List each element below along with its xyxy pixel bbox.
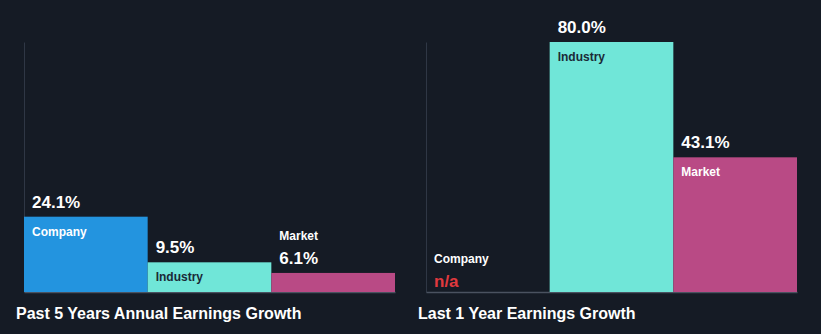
labels: 24.1% Company 9.5% Industry 6.1% Market xyxy=(32,193,318,285)
panel: n/a Company 80.0% Industry 43.1% Market xyxy=(427,18,798,293)
data-label: 43.1% xyxy=(681,133,729,152)
category-label: Company xyxy=(434,252,489,266)
bars xyxy=(24,217,395,292)
category-label: Market xyxy=(279,229,318,243)
y-axis xyxy=(426,43,427,293)
data-label: 6.1% xyxy=(279,249,318,268)
labels: n/a Company 80.0% Industry 43.1% Market xyxy=(434,18,730,291)
x-axis xyxy=(427,292,798,293)
panel: 24.1% Company 9.5% Industry 6.1% Market xyxy=(24,43,396,293)
chart-canvas: 24.1% Company 9.5% Industry 6.1% Market Past 5… xyxy=(0,0,821,334)
chart-title: Past 5 Years Annual Earnings Growth xyxy=(16,305,301,322)
y-axis-line xyxy=(426,43,427,293)
category-label: Company xyxy=(32,225,87,239)
background xyxy=(0,0,821,334)
data-label: 24.1% xyxy=(32,193,80,212)
bar xyxy=(148,262,272,292)
bar xyxy=(673,157,797,292)
category-label: Market xyxy=(681,165,720,179)
bar xyxy=(24,217,148,292)
data-label: 9.5% xyxy=(156,238,195,257)
x-axis xyxy=(25,292,396,293)
chart-title: Last 1 Year Earnings Growth xyxy=(418,305,636,322)
category-label: Industry xyxy=(558,50,606,64)
category-label: Industry xyxy=(156,270,204,284)
bars xyxy=(550,42,797,292)
data-label: 80.0% xyxy=(558,18,606,37)
bar xyxy=(271,273,395,292)
bar xyxy=(550,42,674,292)
data-label: n/a xyxy=(434,272,459,291)
